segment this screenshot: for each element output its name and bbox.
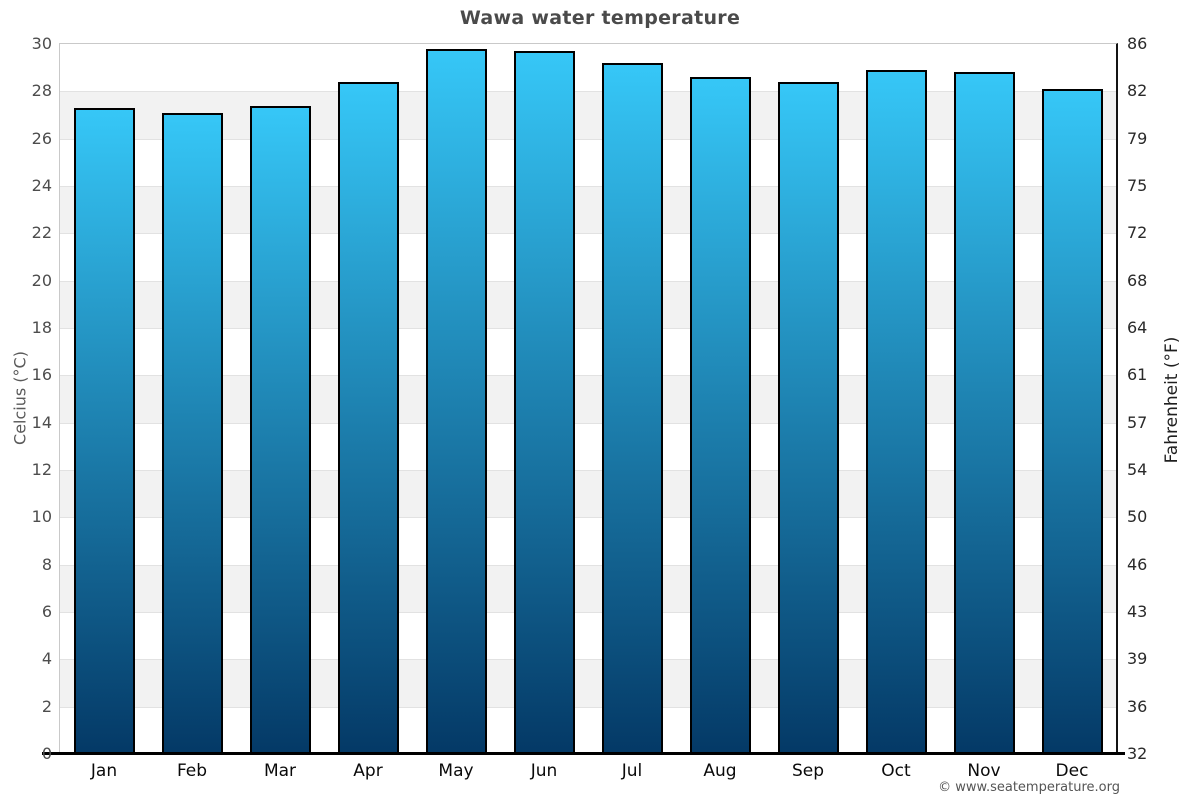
gridline (60, 422, 1116, 424)
gridline (60, 138, 1116, 140)
month-label-may: May (438, 761, 474, 781)
gridline (60, 564, 1116, 566)
grid-band (60, 233, 1116, 281)
fahrenheit-tick-50: 50 (1127, 507, 1148, 527)
month-label-nov: Nov (967, 761, 1001, 781)
bar-sep[interactable] (777, 82, 839, 754)
celsius-tick-4: 4 (41, 649, 52, 669)
fahrenheit-tick-46: 46 (1127, 554, 1148, 574)
month-label-dec: Dec (1055, 761, 1089, 781)
gridline (60, 280, 1116, 282)
bar-may[interactable] (425, 49, 487, 754)
bar-jul[interactable] (601, 63, 663, 754)
fahrenheit-tick-64: 64 (1127, 318, 1148, 337)
y-axis-title-celsius: Celcius (°C) (10, 351, 30, 445)
celsius-tick-16: 16 (31, 365, 52, 385)
grid-band (60, 91, 1116, 139)
gridline (60, 233, 1116, 235)
month-label-apr: Apr (353, 761, 383, 781)
chart-title: Wawa water temperature (459, 7, 741, 29)
bar-oct[interactable] (865, 70, 927, 754)
grid-band (60, 612, 1116, 660)
grid-band (60, 659, 1116, 707)
bar-jun[interactable] (513, 51, 575, 754)
month-label-jul: Jul (621, 761, 643, 781)
bar-apr[interactable] (337, 82, 399, 754)
fahrenheit-tick-86: 86 (1127, 34, 1148, 53)
fahrenheit-tick-57: 57 (1127, 412, 1148, 432)
gridline (60, 470, 1116, 471)
copyright-text: © www.seatemperature.org (938, 780, 1120, 795)
plot-area (59, 43, 1118, 754)
celsius-tick-22: 22 (31, 223, 52, 243)
celsius-tick-24: 24 (31, 176, 52, 195)
fahrenheit-tick-68: 68 (1127, 270, 1148, 290)
gridline (60, 375, 1116, 377)
gridline (60, 186, 1116, 187)
celsius-tick-0: 0 (41, 744, 52, 763)
month-label-aug: Aug (703, 761, 737, 781)
bar-aug[interactable] (689, 77, 751, 754)
grid-band (60, 564, 1116, 612)
month-label-feb: Feb (176, 761, 208, 781)
gridline (60, 659, 1116, 661)
bar-mar[interactable] (249, 106, 311, 754)
grid-band (60, 44, 1116, 92)
y-axis-title-fahrenheit: Fahrenheit (°F) (1162, 336, 1182, 464)
month-label-jan: Jan (90, 761, 118, 781)
bar-jan[interactable] (73, 108, 135, 754)
celsius-tick-10: 10 (31, 507, 52, 527)
grid-band (60, 138, 1116, 186)
grid-band (60, 280, 1116, 328)
fahrenheit-tick-39: 39 (1127, 649, 1148, 669)
grid-band (60, 328, 1116, 376)
gridline (60, 706, 1116, 708)
celsius-tick-2: 2 (41, 696, 52, 716)
celsius-tick-12: 12 (31, 460, 52, 479)
fahrenheit-tick-75: 75 (1127, 176, 1148, 195)
grid-band (60, 186, 1116, 234)
celsius-tick-30: 30 (31, 34, 52, 53)
grid-band (60, 422, 1116, 470)
grid-band (60, 517, 1116, 565)
fahrenheit-tick-36: 36 (1127, 696, 1148, 716)
fahrenheit-tick-61: 61 (1127, 365, 1148, 385)
fahrenheit-tick-54: 54 (1127, 460, 1148, 479)
bar-nov[interactable] (953, 72, 1015, 754)
month-label-mar: Mar (263, 761, 297, 781)
fahrenheit-tick-32: 32 (1127, 744, 1148, 763)
month-label-jun: Jun (530, 761, 558, 781)
x-axis-line (42, 752, 1125, 755)
gridline (60, 517, 1116, 519)
gridline (60, 91, 1116, 93)
celsius-tick-28: 28 (31, 81, 52, 101)
celsius-tick-26: 26 (31, 128, 52, 148)
fahrenheit-tick-79: 79 (1127, 128, 1148, 148)
celsius-tick-8: 8 (41, 554, 52, 574)
grid-band (60, 375, 1116, 423)
celsius-tick-14: 14 (31, 412, 52, 432)
month-label-oct: Oct (881, 761, 911, 781)
fahrenheit-tick-72: 72 (1127, 223, 1148, 243)
fahrenheit-tick-82: 82 (1127, 81, 1148, 101)
bar-feb[interactable] (161, 113, 223, 754)
gridline (60, 612, 1116, 613)
bar-dec[interactable] (1041, 89, 1103, 754)
grid-band (60, 706, 1116, 754)
celsius-tick-20: 20 (31, 270, 52, 290)
gridline (60, 328, 1116, 329)
month-label-sep: Sep (791, 761, 825, 781)
celsius-tick-6: 6 (41, 602, 52, 621)
fahrenheit-tick-43: 43 (1127, 602, 1148, 621)
grid-band (60, 470, 1116, 518)
celsius-tick-18: 18 (31, 318, 52, 337)
